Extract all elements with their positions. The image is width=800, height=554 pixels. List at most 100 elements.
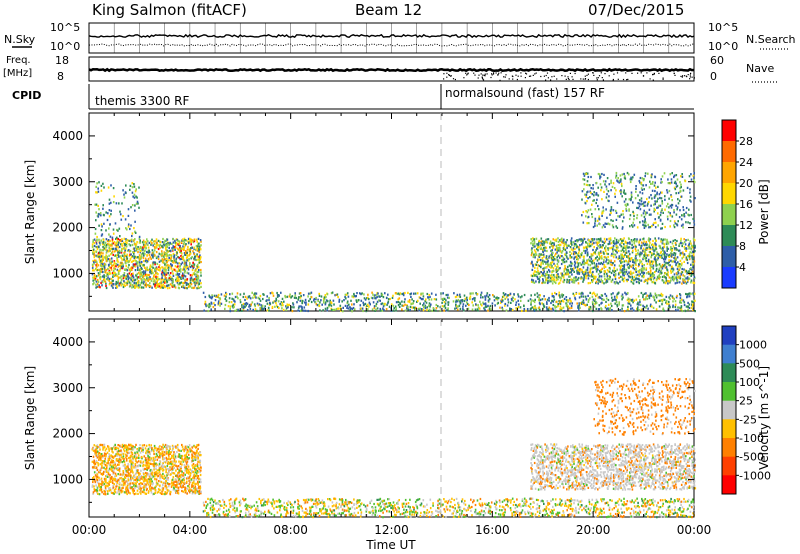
data-cell (582, 271, 585, 274)
data-cell (147, 246, 150, 249)
data-cell (681, 267, 683, 271)
data-cell (592, 270, 594, 274)
data-cell (200, 268, 202, 272)
data-cell (506, 304, 509, 307)
data-cell (682, 189, 685, 192)
data-cell (101, 464, 103, 467)
data-cell (287, 306, 289, 309)
data-cell (161, 252, 163, 255)
data-cell (675, 213, 678, 216)
data-cell (643, 224, 645, 227)
data-cell (200, 256, 202, 259)
data-cell (634, 262, 637, 265)
data-cell (481, 304, 483, 307)
data-cell (189, 279, 192, 282)
data-cell (167, 242, 169, 245)
data-cell (204, 295, 207, 299)
data-cell (562, 261, 564, 264)
data-cell (661, 222, 664, 225)
data-cell (609, 213, 611, 216)
data-cell (244, 295, 247, 298)
data-cell (256, 302, 259, 305)
data-cell (612, 182, 615, 185)
data-cell (556, 248, 558, 251)
data-cell (553, 298, 556, 301)
data-cell (661, 208, 663, 211)
data-cell (120, 278, 123, 281)
nave-point (547, 77, 549, 79)
data-cell (595, 265, 598, 268)
data-cell (586, 180, 589, 183)
data-cell (110, 282, 113, 285)
data-cell (118, 255, 120, 258)
data-cell (627, 241, 629, 245)
data-cell (104, 263, 107, 266)
data-cell (611, 263, 613, 267)
data-cell (189, 281, 192, 285)
data-cell (230, 301, 233, 304)
data-cell (592, 239, 595, 242)
data-cell (665, 300, 668, 303)
colorbar-swatch (722, 267, 736, 289)
data-cell (599, 175, 602, 178)
data-cell (115, 244, 118, 247)
data-cell (628, 275, 630, 278)
data-cell (623, 237, 625, 240)
data-cell (488, 297, 491, 301)
data-cell (678, 199, 681, 202)
data-cell (654, 242, 656, 245)
data-cell (607, 298, 610, 302)
data-cell (532, 255, 535, 259)
nave-point (452, 78, 455, 80)
data-cell (533, 306, 535, 309)
data-cell (250, 303, 252, 306)
data-cell (301, 299, 304, 303)
data-cell (99, 269, 101, 272)
data-cell (589, 196, 591, 199)
data-cell (596, 243, 599, 246)
data-cell (176, 251, 178, 254)
data-cell (184, 253, 187, 256)
data-cell (579, 302, 582, 305)
data-cell (115, 202, 118, 205)
data-cell (682, 278, 684, 281)
data-cell (530, 307, 532, 310)
data-cell (122, 247, 124, 250)
data-cell (605, 281, 607, 284)
data-cell (96, 248, 99, 251)
data-cell (599, 244, 601, 247)
data-cell (296, 301, 298, 304)
data-cell (535, 253, 538, 256)
data-cell (649, 271, 652, 274)
data-cell (164, 281, 166, 284)
data-cell (588, 274, 591, 277)
data-cell (99, 487, 102, 490)
data-cell (555, 266, 558, 269)
data-cell (124, 191, 127, 194)
data-cell (663, 260, 666, 263)
data-cell (656, 258, 659, 261)
data-cell (563, 242, 566, 245)
data-cell (594, 222, 596, 225)
data-cell (557, 282, 560, 285)
data-cell (651, 182, 654, 185)
data-cell (523, 307, 526, 311)
data-cell (145, 278, 147, 281)
data-cell (569, 256, 571, 259)
data-cell (633, 214, 635, 218)
data-cell (173, 268, 176, 271)
data-cell (213, 302, 215, 305)
data-cell (573, 279, 576, 282)
data-cell (98, 284, 100, 287)
data-cell (225, 291, 227, 294)
data-cell (664, 266, 667, 269)
data-cell (603, 282, 605, 285)
data-cell (536, 261, 538, 264)
data-cell (131, 232, 134, 235)
data-cell (646, 279, 649, 282)
nave-point (516, 78, 518, 81)
data-cell (686, 258, 689, 261)
data-cell (382, 305, 385, 308)
data-cell (557, 247, 560, 250)
data-cell (652, 247, 655, 250)
